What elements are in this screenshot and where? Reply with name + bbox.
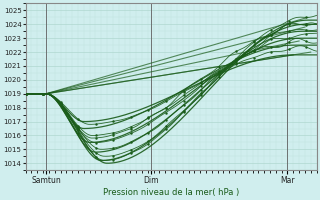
X-axis label: Pression niveau de la mer( hPa ): Pression niveau de la mer( hPa ) — [103, 188, 239, 197]
